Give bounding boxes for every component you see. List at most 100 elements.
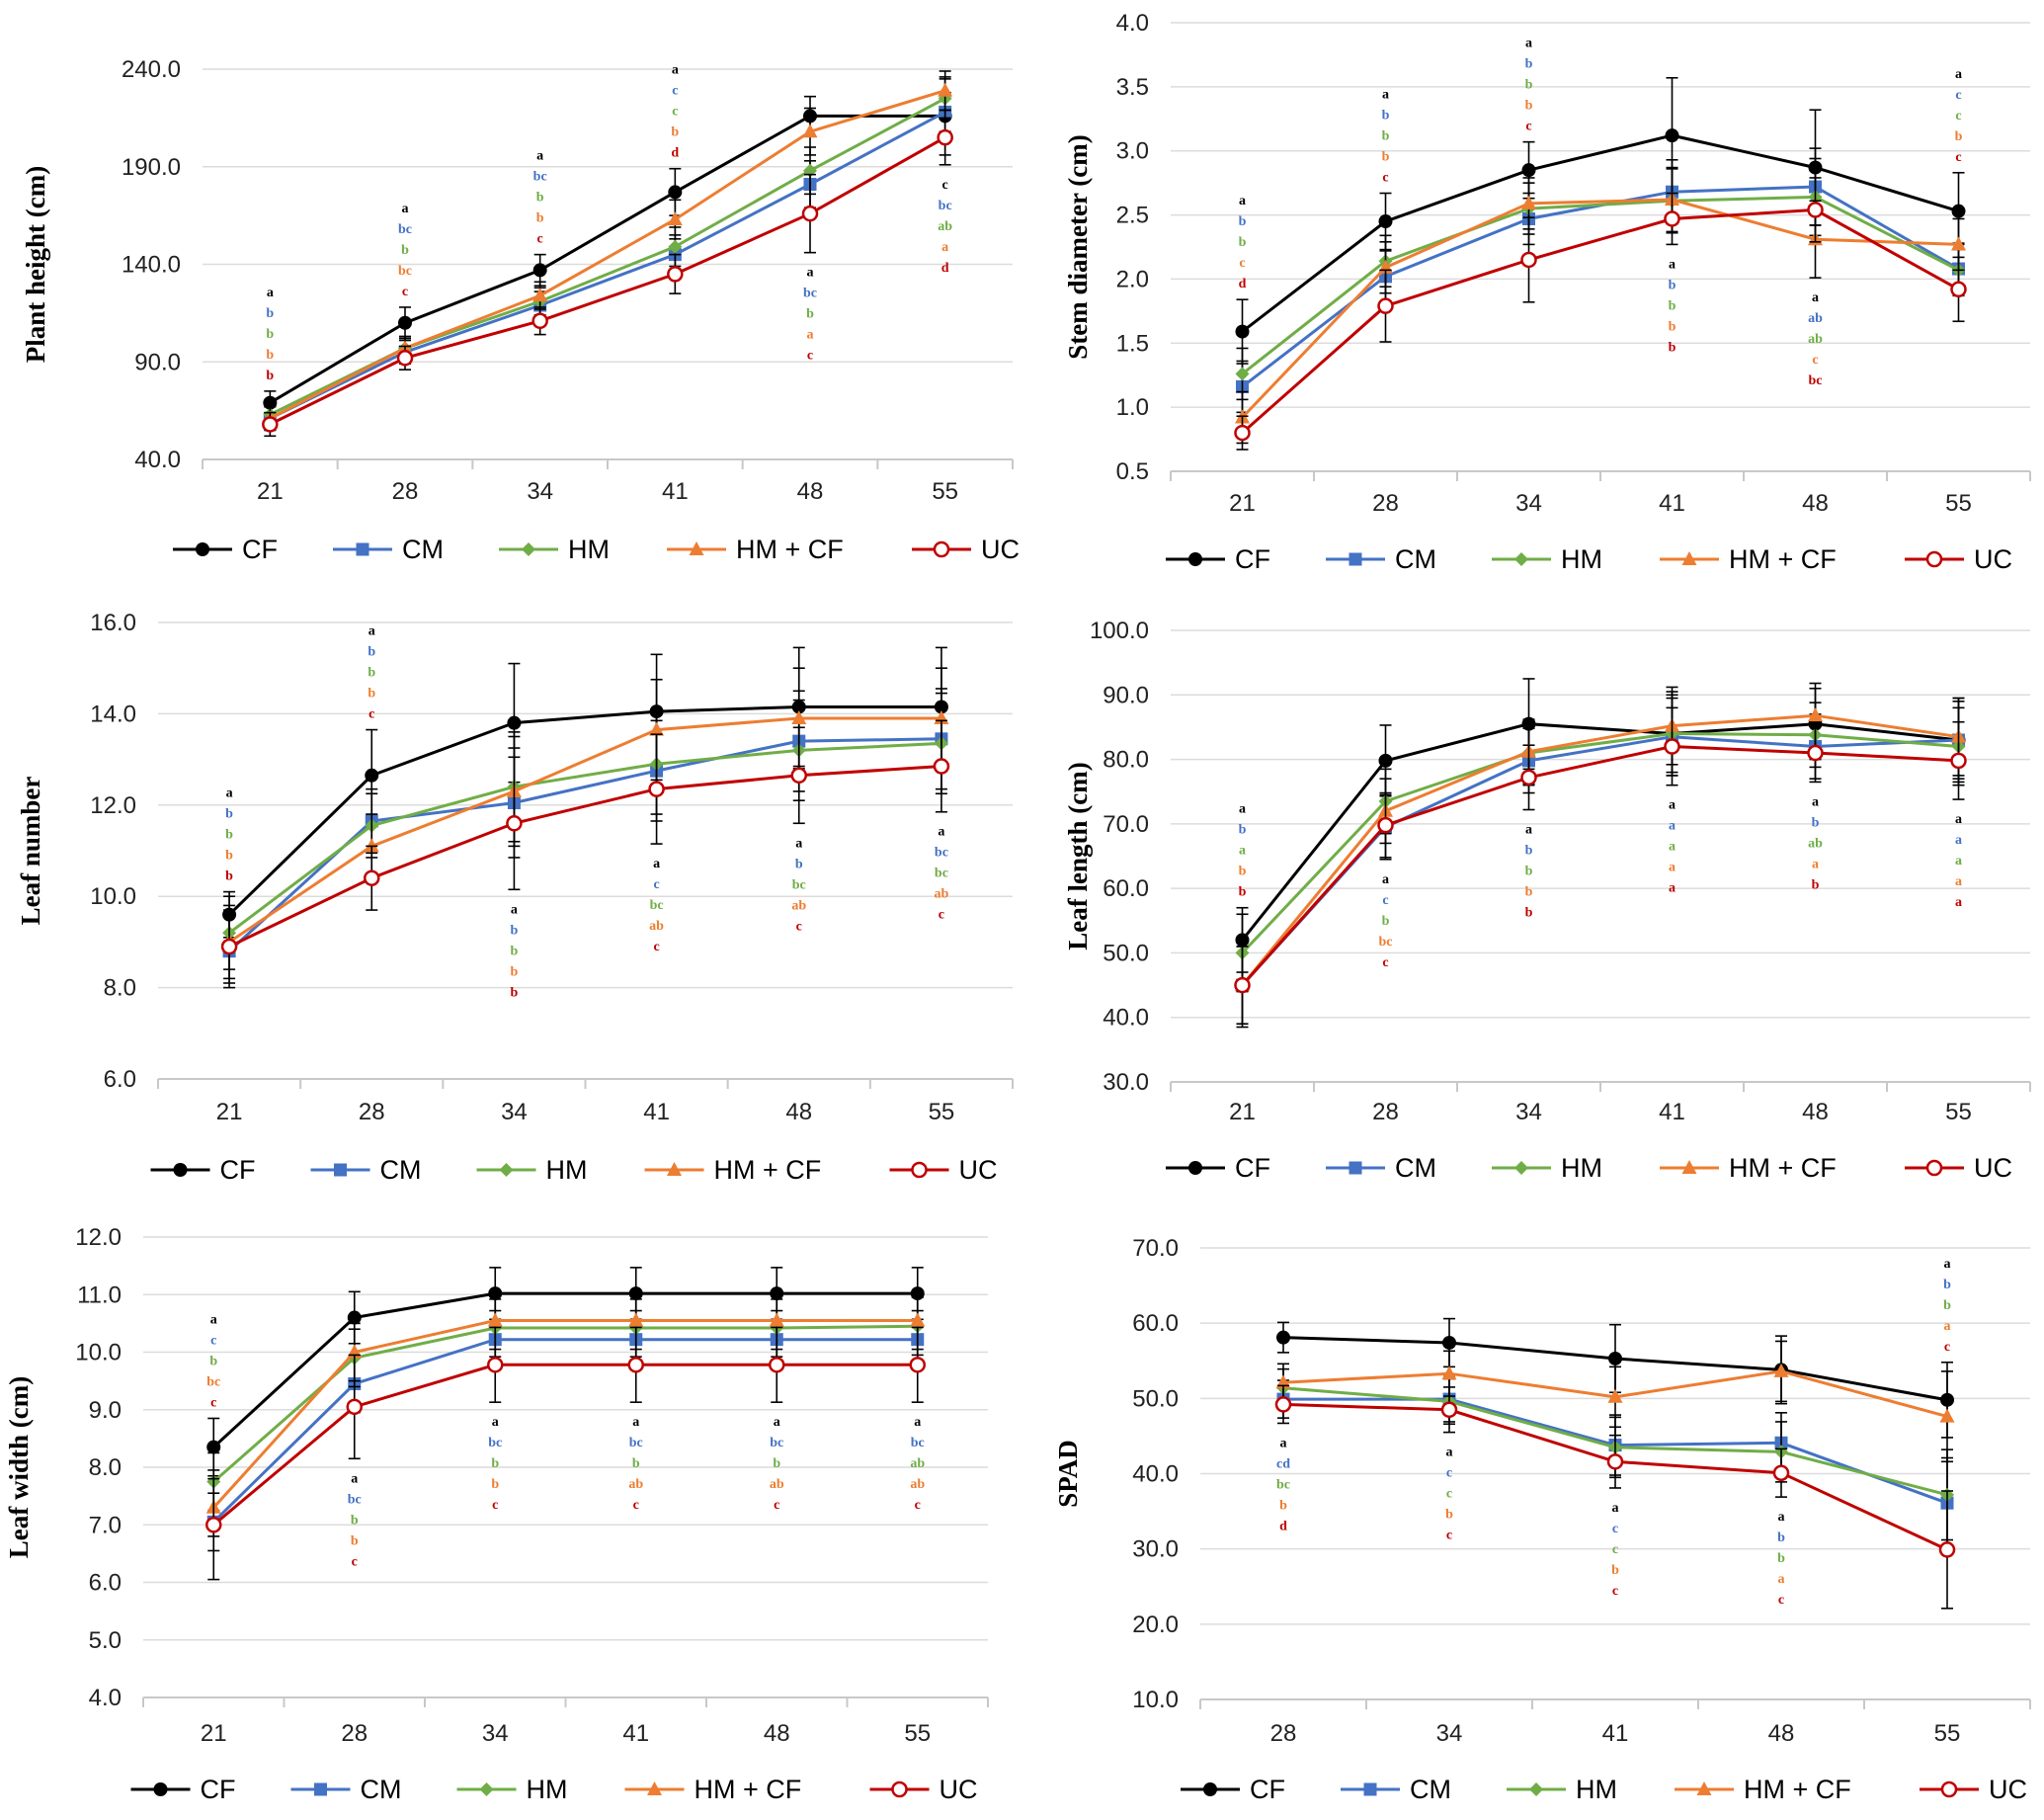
legend-item-hmcf: HM + CF (667, 535, 844, 564)
sig-letter-cm: c (1382, 893, 1388, 908)
sig-letter-hmcf: b (491, 1477, 499, 1492)
significance-letters: a bc b bc c (398, 202, 412, 299)
sig-letter-hmcf: b (511, 964, 519, 979)
y-tick-label: 30.0 (1132, 1536, 1179, 1563)
data-point-uc (937, 128, 953, 146)
sig-letter-cm: bc (488, 1436, 502, 1450)
legend-label-hmcf: HM + CF (1729, 1153, 1837, 1183)
legend-item-uc: UC (889, 1155, 998, 1185)
data-point-hmcf (1939, 1408, 1955, 1423)
series-uc (1274, 1384, 1956, 1610)
sig-letter-hm: b (266, 327, 274, 342)
y-axis-label: SPAD (1053, 1440, 1083, 1508)
y-tick-label: 2.5 (1116, 203, 1149, 229)
legend-label-hm: HM (1561, 1153, 1602, 1183)
sig-letter-cm: b (1382, 109, 1390, 124)
data-point-cf (1521, 163, 1536, 178)
sig-letter-cm: b (1669, 278, 1676, 292)
legend-label-cf: CF (1235, 1153, 1270, 1183)
x-tick-label: 28 (1372, 490, 1399, 517)
sig-letter-uc: c (210, 1395, 216, 1410)
sig-letter-cf: a (795, 836, 802, 851)
sig-letter-hmcf: b (368, 687, 375, 702)
sig-letter-hmcf: ab (910, 1477, 925, 1492)
data-point-cf (507, 715, 522, 730)
series-cm (263, 91, 952, 432)
y-tick-label: 9.0 (89, 1397, 122, 1424)
legend-marker-cf (1203, 1782, 1217, 1796)
y-tick-label: 8.0 (89, 1454, 122, 1481)
y-tick-label: 190.0 (122, 154, 181, 181)
sig-letter-uc: d (1279, 1519, 1287, 1533)
sig-letter-uc: c (352, 1554, 358, 1569)
significance-letters: a cd bc bd (1276, 1436, 1290, 1533)
sig-letter-hm: b (806, 307, 814, 322)
sig-letter-cm: b (368, 645, 375, 660)
data-point-cf (1665, 128, 1679, 143)
y-tick-label: 40.0 (1132, 1461, 1179, 1488)
legend-item-cm: CM (1326, 1153, 1436, 1183)
sig-letter-cf: a (210, 1312, 217, 1327)
sig-letter-hmcf: b (266, 348, 274, 363)
data-point-uc (1938, 1541, 1956, 1558)
legend-marker-cm (1349, 552, 1362, 566)
data-point-hmcf (649, 721, 665, 736)
data-point-hmcf (1607, 1388, 1623, 1403)
sig-letter-cf: a (1955, 812, 1962, 827)
data-point-hmcf (1441, 1365, 1457, 1380)
legend-item-cf: CF (173, 535, 278, 564)
sig-letter-cm: b (1943, 1278, 1951, 1292)
sig-letter-cf: a (938, 825, 944, 840)
sig-letter-cf: a (653, 857, 660, 871)
sig-letter-cf: a (267, 286, 274, 300)
legend-item-hm: HM (1492, 544, 1602, 574)
series-line-uc (212, 1363, 918, 1527)
data-point-uc (1664, 210, 1680, 227)
data-point-cf (1378, 214, 1393, 229)
sig-letter-hmcf: b (1525, 99, 1533, 114)
data-point-uc (396, 350, 414, 367)
y-axis-label: Leaf width (cm) (4, 1376, 34, 1558)
sig-letter-cf: a (536, 149, 543, 164)
sig-letter-cm: b (795, 857, 803, 871)
sig-letter-cf: a (1669, 798, 1676, 813)
sig-letter-hm: b (511, 944, 519, 958)
sig-letter-hm: b (1669, 298, 1676, 313)
x-tick-label: 28 (1372, 1099, 1399, 1125)
data-point-cf (1442, 1335, 1456, 1350)
sig-letter-cf: a (1612, 1501, 1619, 1516)
sig-letter-cf: a (226, 786, 233, 801)
sig-letter-cm: bc (770, 1436, 783, 1450)
legend-item-hmcf: HM + CF (1660, 1153, 1837, 1183)
y-tick-label: 10.0 (1132, 1687, 1179, 1713)
data-point-uc (1807, 202, 1824, 218)
data-point-uc (220, 938, 238, 955)
sig-letter-uc: c (1778, 1593, 1784, 1608)
x-tick-label: 48 (785, 1099, 812, 1125)
series-line-cm (212, 1338, 918, 1524)
data-point-uc (933, 758, 950, 775)
data-point-uc (1234, 424, 1251, 442)
legend-item-hm: HM (1492, 1153, 1602, 1183)
legend-marker-cf (153, 1782, 168, 1796)
y-tick-label: 3.5 (1116, 74, 1149, 101)
legend-marker-hm (1514, 1161, 1528, 1175)
legend-label-hmcf: HM + CF (736, 535, 844, 564)
sig-letter-cm: b (1239, 823, 1247, 838)
x-tick-label: 34 (527, 478, 553, 505)
y-tick-label: 50.0 (1132, 1385, 1179, 1412)
data-point-uc (909, 1357, 926, 1373)
series-line-cf (1241, 133, 1959, 333)
data-point-cf (1235, 324, 1250, 339)
sig-letter-cf: a (368, 624, 375, 639)
sig-letter-cm: b (1777, 1530, 1785, 1545)
sig-letter-hmcf: b (1445, 1508, 1453, 1523)
sig-letter-cf: a (1955, 67, 1962, 82)
data-point-uc (627, 1357, 644, 1373)
data-point-hmcf (791, 710, 807, 725)
data-point-hmcf (1951, 236, 1966, 251)
sig-letter-cm: c (672, 84, 678, 99)
